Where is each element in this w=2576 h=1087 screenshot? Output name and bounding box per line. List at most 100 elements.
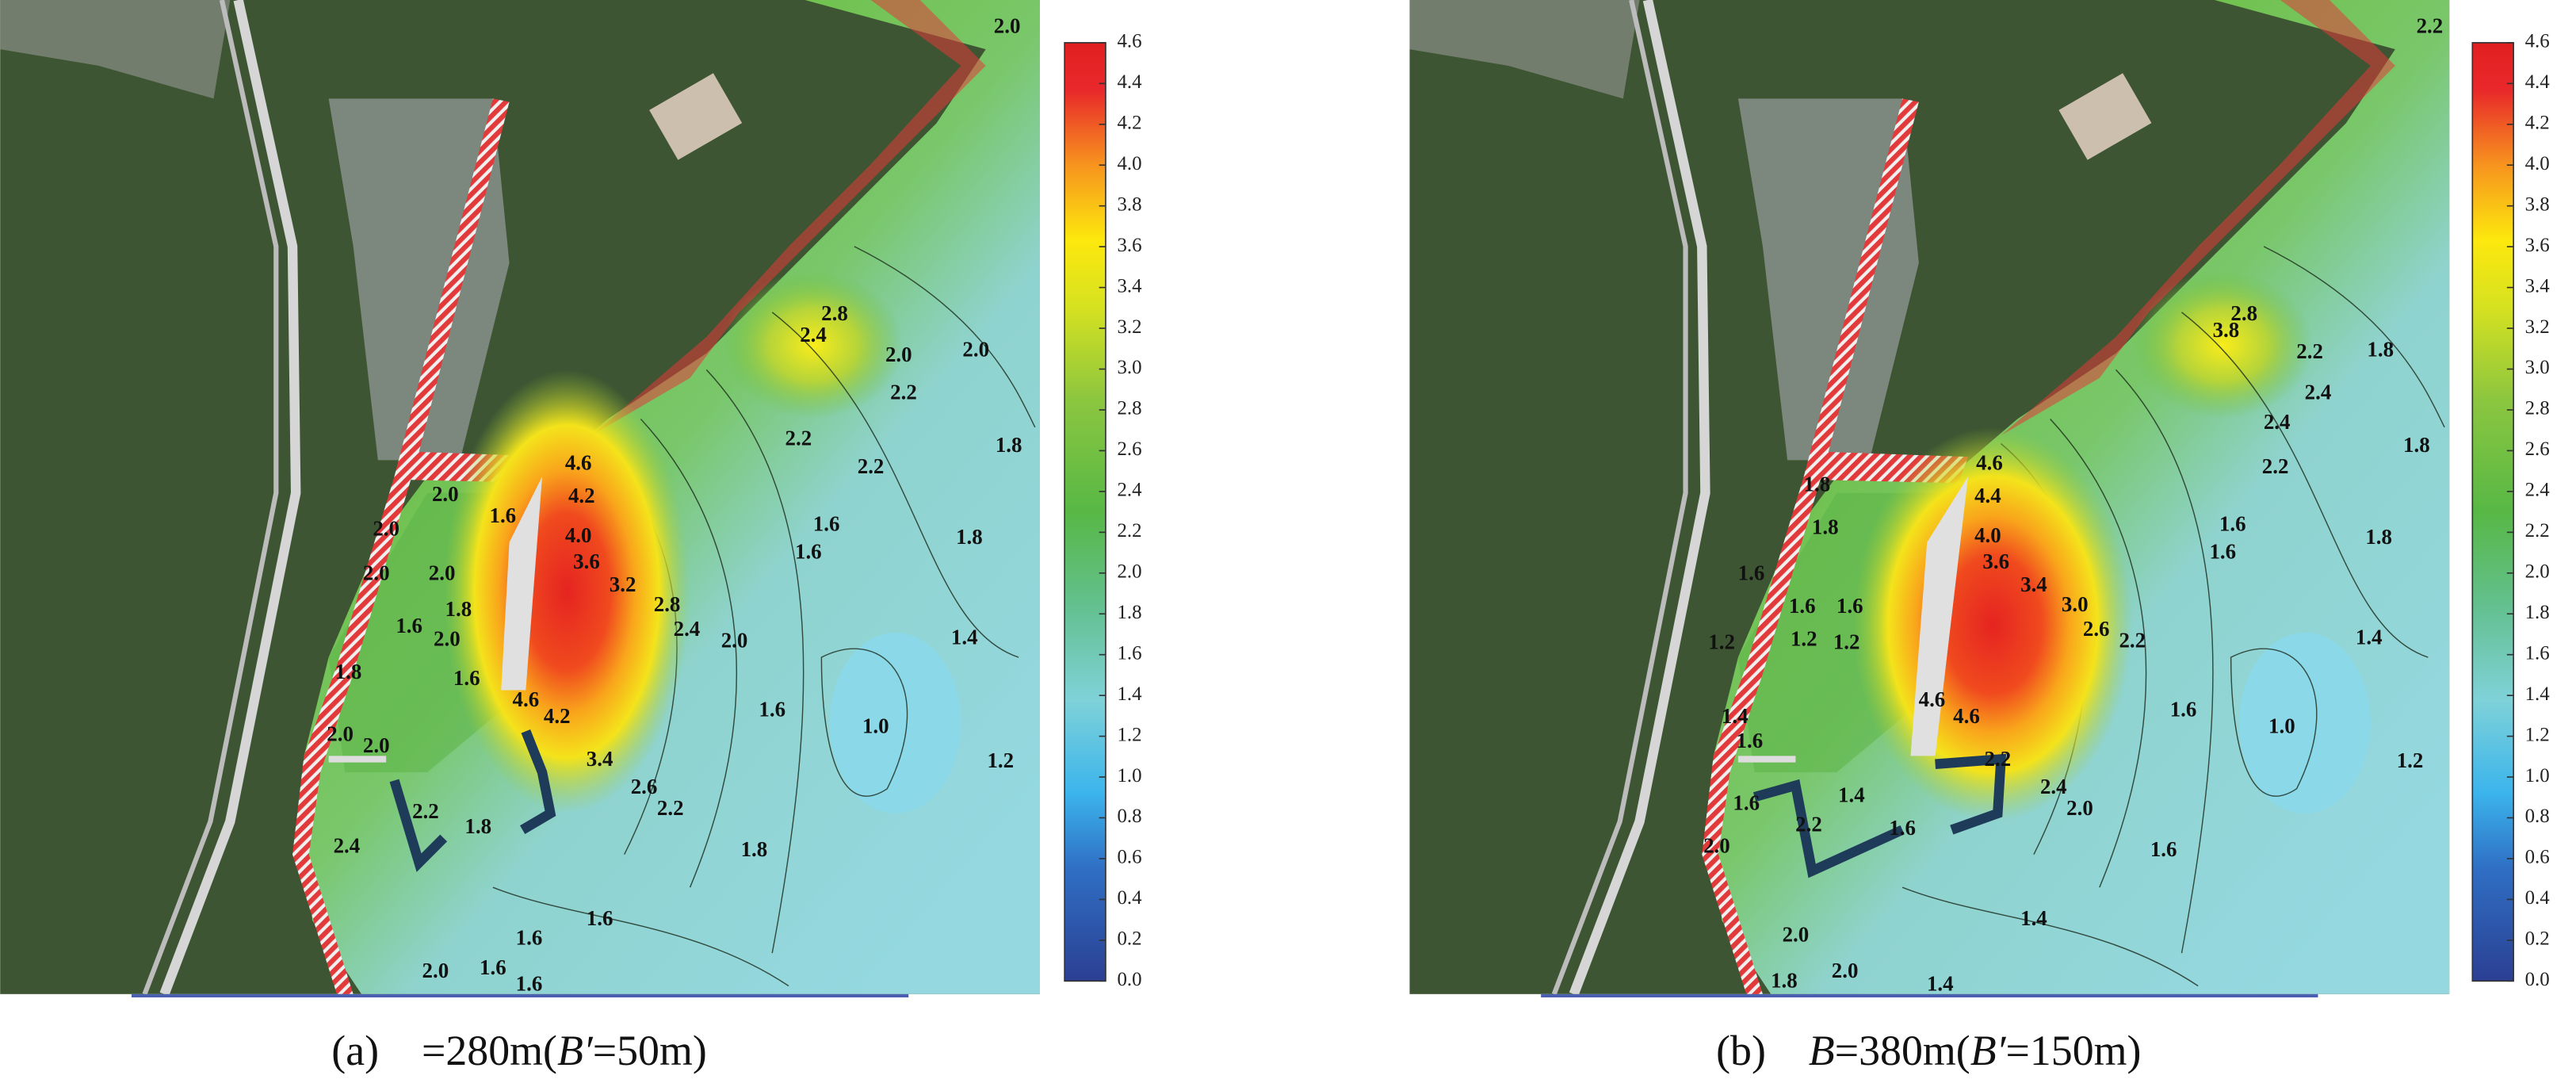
contour-label: 1.6 bbox=[1737, 729, 1764, 752]
contour-label: 1.4 bbox=[1838, 783, 1865, 806]
panel-a: 2.02.82.42.02.22.02.22.21.81.61.81.61.44… bbox=[0, 0, 1040, 998]
colorbar-tick-label: 1.2 bbox=[2525, 724, 2550, 745]
colorbar-tick-label: 3.8 bbox=[1117, 193, 1141, 215]
contour-label: 2.2 bbox=[1985, 747, 2012, 771]
colorbar-tick-label: 4.6 bbox=[2525, 31, 2550, 52]
contour-label: 1.6 bbox=[480, 955, 506, 979]
caption: (b) B=380m(B′=150m) bbox=[1716, 1027, 2141, 1074]
contour-label: 2.0 bbox=[422, 959, 449, 982]
contour-label: 4.2 bbox=[544, 704, 571, 728]
contour-label: 2.0 bbox=[994, 13, 1021, 37]
contour-label: 1.6 bbox=[1789, 594, 1816, 618]
colorbar-tick-label: 0.4 bbox=[1117, 887, 1142, 909]
contour-label: 1.0 bbox=[2268, 714, 2295, 737]
contour-label: 1.4 bbox=[2356, 625, 2383, 649]
contour-label: 4.6 bbox=[1919, 687, 1946, 711]
contour-label: 2.2 bbox=[2262, 454, 2289, 478]
colorbar-tick-label: 3.4 bbox=[1117, 275, 1142, 297]
contour-label: 1.2 bbox=[987, 748, 1014, 772]
contour-label: 2.4 bbox=[2264, 410, 2291, 434]
colorbar-tick-label: 2.4 bbox=[2525, 480, 2551, 501]
map bbox=[0, 0, 1040, 994]
caption: (a) =280m(B′=50m) bbox=[331, 1027, 707, 1074]
contour-label: 2.4 bbox=[2305, 381, 2332, 404]
contour-label: 2.2 bbox=[2296, 339, 2323, 363]
contour-label: 1.6 bbox=[516, 972, 543, 996]
contour-label: 2.2 bbox=[1795, 813, 1822, 836]
contour-label: 2.6 bbox=[631, 775, 658, 798]
contour-label: 4.0 bbox=[1974, 523, 2001, 547]
colorbar-tick-label: 1.0 bbox=[2525, 765, 2550, 787]
colorbar-tick-label: 3.0 bbox=[2525, 357, 2550, 378]
contour-label: 2.2 bbox=[2417, 13, 2444, 37]
contour-label: 1.6 bbox=[489, 503, 516, 527]
colorbar-tick-label: 0.2 bbox=[1117, 928, 1141, 950]
contour-label: 1.6 bbox=[396, 614, 422, 637]
colorbar-tick-label: 1.4 bbox=[2525, 683, 2551, 705]
contour-label: 2.0 bbox=[363, 733, 390, 757]
colorbar-tick-label: 3.8 bbox=[2525, 193, 2550, 215]
contour-label: 2.0 bbox=[1783, 923, 1810, 947]
colorbar-tick-label: 1.8 bbox=[1117, 602, 1141, 623]
colorbar-tick-label: 4.0 bbox=[1117, 153, 1141, 174]
contour-label: 2.0 bbox=[363, 561, 390, 585]
contour-label: 4.6 bbox=[565, 451, 592, 475]
contour-label: 4.2 bbox=[568, 484, 595, 507]
contour-label: 1.4 bbox=[1722, 704, 1749, 728]
colorbar-tick-label: 4.0 bbox=[2525, 153, 2550, 174]
colorbar-tick-label: 3.6 bbox=[2525, 235, 2550, 256]
colorbar-tick-label: 2.0 bbox=[1117, 561, 1141, 582]
contour-label: 1.6 bbox=[2170, 698, 2197, 721]
contour-label: 3.2 bbox=[610, 572, 636, 596]
colorbar-tick-label: 2.4 bbox=[1117, 480, 1142, 501]
contour-label: 1.8 bbox=[956, 525, 983, 549]
colorbar-tick-label: 0.4 bbox=[2525, 887, 2551, 909]
contour-label: 2.0 bbox=[432, 482, 459, 506]
contour-label: 2.4 bbox=[800, 323, 827, 346]
colorbar-tick-label: 1.6 bbox=[1117, 642, 1141, 664]
contour-label: 2.4 bbox=[674, 617, 701, 641]
contour-label: 2.0 bbox=[1703, 834, 1730, 858]
contour-label: 2.0 bbox=[2066, 796, 2093, 820]
contour-label: 2.4 bbox=[334, 834, 361, 858]
contour-label: 1.6 bbox=[795, 540, 822, 564]
contour-label: 1.8 bbox=[335, 660, 362, 683]
contour-label: 1.8 bbox=[464, 814, 491, 838]
colorbar-tick-label: 1.0 bbox=[1117, 765, 1141, 787]
contour-label: 1.8 bbox=[1771, 969, 1798, 993]
colorbar-tick-label: 2.0 bbox=[2525, 561, 2550, 582]
colorbar bbox=[1064, 42, 1106, 982]
contour-label: 1.6 bbox=[1889, 816, 1916, 840]
colorbar-tick-label: 0.0 bbox=[1117, 969, 1141, 990]
contour-label: 2.0 bbox=[373, 517, 399, 541]
contour-label: 1.8 bbox=[741, 837, 768, 861]
colorbar-tick-label: 0.8 bbox=[2525, 806, 2550, 827]
caption-part: B′ bbox=[557, 1027, 594, 1074]
contour-label: 2.2 bbox=[858, 454, 885, 478]
contour-label: 4.4 bbox=[1974, 484, 2001, 507]
contour-label: 2.2 bbox=[657, 796, 684, 820]
contour-label: 3.0 bbox=[2062, 592, 2089, 616]
colorbar-tick-label: 4.6 bbox=[1117, 31, 1141, 52]
colorbar-tick-label: 1.2 bbox=[1117, 724, 1141, 745]
contour-label: 1.6 bbox=[2209, 540, 2236, 564]
contour-label: 1.2 bbox=[1708, 630, 1735, 654]
colorbar-tick-label: 2.8 bbox=[2525, 398, 2550, 419]
caption-part: =280m( bbox=[422, 1027, 557, 1074]
contour-label: 1.6 bbox=[2150, 837, 2177, 861]
contour-label: 1.6 bbox=[1836, 594, 1863, 618]
contour-label: 4.0 bbox=[565, 523, 592, 547]
contour-label: 3.8 bbox=[2213, 318, 2240, 342]
colorbar-tick-label: 0.6 bbox=[2525, 847, 2550, 868]
contour-label: 2.2 bbox=[890, 381, 917, 404]
contour-label: 1.6 bbox=[2219, 511, 2246, 535]
colorbar-tick-label: 3.4 bbox=[2525, 275, 2551, 297]
contour-label: 2.6 bbox=[2083, 617, 2110, 641]
colorbar bbox=[2471, 42, 2514, 982]
contour-label: 1.8 bbox=[1804, 473, 1831, 496]
panel-label: (a) bbox=[331, 1027, 422, 1074]
contour-label: 2.8 bbox=[2230, 301, 2257, 325]
colorbar-tick-label: 4.2 bbox=[1117, 112, 1141, 133]
